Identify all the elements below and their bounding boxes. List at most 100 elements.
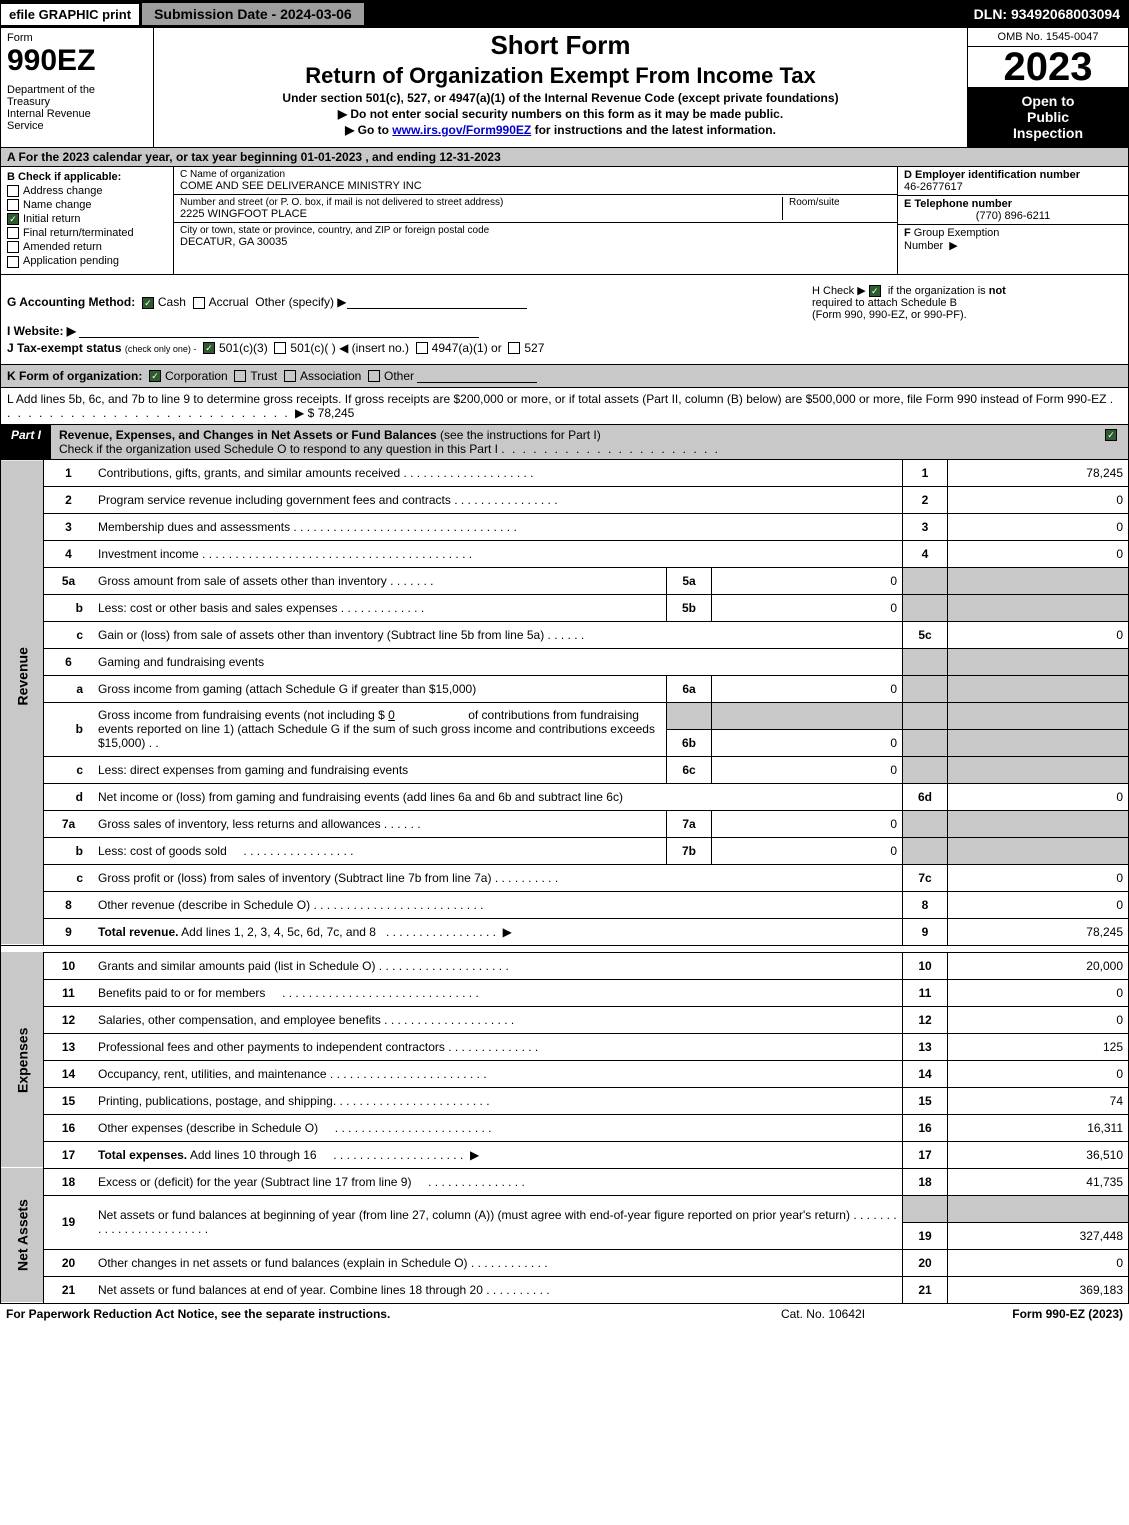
dots: . . . . . . . . . . . . . . . . bbox=[451, 493, 558, 507]
room-label: Room/suite bbox=[789, 197, 879, 208]
part1-header: Part I Revenue, Expenses, and Changes in… bbox=[0, 425, 1129, 460]
h-text1: H Check ▶ bbox=[812, 285, 866, 297]
checkbox-checked-icon[interactable]: ✓ bbox=[149, 370, 161, 382]
goto-suffix: for instructions and the latest informat… bbox=[531, 123, 776, 137]
line-9: 9 Total revenue. Add lines 1, 2, 3, 4, 5… bbox=[1, 918, 1129, 945]
line-1: Revenue 1 Contributions, gifts, grants, … bbox=[1, 460, 1129, 487]
dots: . . . . . . . . . . . . . . . . . . . . … bbox=[265, 986, 478, 1000]
dots: . . . . . . . . . . . . . . bbox=[445, 1040, 538, 1054]
phone-label: E Telephone number bbox=[904, 198, 1012, 210]
dots: . . . . . . . . . . . . . . . . . . . . … bbox=[199, 547, 472, 561]
line-17: 17 Total expenses. Add lines 10 through … bbox=[1, 1141, 1129, 1168]
under-section: Under section 501(c), 527, or 4947(a)(1)… bbox=[160, 91, 961, 105]
row-g-h: G Accounting Method: ✓Cash Accrual Other… bbox=[7, 284, 1122, 321]
g-other: Other (specify) ▶ bbox=[255, 295, 346, 309]
checkbox-icon bbox=[7, 256, 19, 268]
line-4: 4 Investment income . . . . . . . . . . … bbox=[1, 540, 1129, 567]
opt-amended-return[interactable]: Amended return bbox=[7, 241, 167, 253]
section-l: L Add lines 5b, 6c, and 7b to line 9 to … bbox=[0, 388, 1129, 425]
line-7b: b Less: cost of goods sold . . . . . . .… bbox=[1, 837, 1129, 864]
cell-street: Number and street (or P. O. box, if mail… bbox=[174, 195, 897, 223]
row-a-tax-year: A For the 2023 calendar year, or tax yea… bbox=[0, 148, 1129, 167]
opt-application-pending[interactable]: Application pending bbox=[7, 255, 167, 267]
dln-label: DLN: 93492068003094 bbox=[966, 3, 1128, 25]
k-label: K Form of organization: bbox=[7, 369, 142, 383]
sidelabel-expenses: Expenses bbox=[1, 952, 44, 1168]
ein-value: 46-2677617 bbox=[904, 181, 963, 193]
dots: . . . . . . . . . . bbox=[483, 1283, 550, 1297]
h-text2: if the organization is not bbox=[888, 285, 1006, 297]
j-small: (check only one) - bbox=[125, 344, 197, 354]
checkbox-checked-icon[interactable]: ✓ bbox=[142, 297, 154, 309]
checkbox-icon bbox=[7, 227, 19, 239]
checkbox-icon[interactable] bbox=[416, 342, 428, 354]
g-accrual: Accrual bbox=[209, 295, 249, 309]
line-15: 15 Printing, publications, postage, and … bbox=[1, 1087, 1129, 1114]
opt-initial-return[interactable]: ✓Initial return bbox=[7, 213, 167, 225]
dots: . . . . . . . . . . . . . . . . . . . . bbox=[375, 959, 508, 973]
dots: . . . . . . . . . . . . . . . . . . . . … bbox=[318, 1121, 491, 1135]
dots: . . . . . . . . . . . . . bbox=[337, 601, 424, 615]
blank-line bbox=[417, 370, 537, 383]
grey-cell bbox=[948, 756, 1129, 783]
line-5b: b Less: cost or other basis and sales ex… bbox=[1, 594, 1129, 621]
i-label: I Website: ▶ bbox=[7, 324, 76, 338]
form-id-footer: Form 990-EZ (2023) bbox=[923, 1307, 1123, 1321]
return-title: Return of Organization Exempt From Incom… bbox=[160, 63, 961, 89]
efile-label[interactable]: efile GRAPHIC print bbox=[1, 4, 139, 25]
dots: . . . . . . . . . . . . . . . . . bbox=[227, 844, 354, 858]
line-21: 21 Net assets or fund balances at end of… bbox=[1, 1276, 1129, 1303]
tax-year: 2023 bbox=[968, 47, 1128, 87]
line-11: 11 Benefits paid to or for members . . .… bbox=[1, 979, 1129, 1006]
dots: . . . . . . . . . . . . . . . . . . . . bbox=[400, 466, 533, 480]
sidelabel-netassets: Net Assets bbox=[1, 1168, 44, 1303]
checkbox-icon[interactable] bbox=[193, 297, 205, 309]
total-expenses-label: Total expenses. bbox=[98, 1148, 187, 1162]
dots: . . . . . . . . . . . . . . . bbox=[411, 1175, 524, 1189]
dots: . . . . . . . . . . . . bbox=[468, 1256, 548, 1270]
checkbox-checked-icon: ✓ bbox=[7, 213, 19, 225]
l-arrow: ▶ $ bbox=[295, 406, 314, 420]
dots: . . . . . . . . . . . . . . . . . . . . bbox=[317, 1148, 464, 1162]
grey-cell bbox=[712, 702, 903, 729]
line-5c: c Gain or (loss) from sale of assets oth… bbox=[1, 621, 1129, 648]
opt-final-return[interactable]: Final return/terminated bbox=[7, 227, 167, 239]
line-7c: c Gross profit or (loss) from sales of i… bbox=[1, 864, 1129, 891]
row-j: J Tax-exempt status (check only one) - ✓… bbox=[7, 341, 1122, 355]
col-def: D Employer identification number 46-2677… bbox=[897, 167, 1128, 274]
header-left: Form 990EZ Department of theTreasuryInte… bbox=[1, 28, 154, 147]
grey-cell bbox=[903, 1195, 948, 1222]
line-6d: d Net income or (loss) from gaming and f… bbox=[1, 783, 1129, 810]
grey-cell bbox=[667, 702, 712, 729]
opt-name-change[interactable]: Name change bbox=[7, 199, 167, 211]
irs-link-line: ▶ Go to www.irs.gov/Form990EZ for instru… bbox=[160, 123, 961, 137]
grey-cell bbox=[948, 567, 1129, 594]
form-label: Form bbox=[7, 32, 147, 44]
department-label: Department of theTreasuryInternal Revenu… bbox=[7, 84, 147, 132]
line-14: 14 Occupancy, rent, utilities, and maint… bbox=[1, 1060, 1129, 1087]
ssn-warning: ▶ Do not enter social security numbers o… bbox=[160, 107, 961, 121]
checkbox-icon[interactable] bbox=[284, 370, 296, 382]
cell-d-ein: D Employer identification number 46-2677… bbox=[898, 167, 1128, 196]
checkbox-icon[interactable] bbox=[234, 370, 246, 382]
checkbox-checked-icon[interactable]: ✓ bbox=[203, 342, 215, 354]
opt-address-change[interactable]: Address change bbox=[7, 185, 167, 197]
checkbox-icon[interactable] bbox=[368, 370, 380, 382]
part1-checkbox[interactable]: ✓ bbox=[1098, 425, 1128, 459]
section-ghij: G Accounting Method: ✓Cash Accrual Other… bbox=[0, 275, 1129, 365]
h-text3: (Form 990, 990-EZ, or 990-PF). bbox=[812, 309, 967, 321]
h-schedule-b: H Check ▶ ✓ if the organization is not r… bbox=[812, 284, 1122, 321]
checkbox-icon[interactable] bbox=[274, 342, 286, 354]
irs-link[interactable]: www.irs.gov/Form990EZ bbox=[392, 123, 531, 137]
k-other: Other bbox=[384, 369, 414, 383]
form-number: 990EZ bbox=[7, 44, 147, 78]
grey-cell bbox=[903, 729, 948, 756]
col-b-check-applicable: B Check if applicable: Address change Na… bbox=[1, 167, 174, 274]
checkbox-checked-icon[interactable]: ✓ bbox=[869, 285, 881, 297]
form-header: Form 990EZ Department of theTreasuryInte… bbox=[0, 28, 1129, 148]
section-bcdef: B Check if applicable: Address change Na… bbox=[0, 167, 1129, 275]
grey-cell bbox=[948, 702, 1129, 729]
checkbox-icon[interactable] bbox=[508, 342, 520, 354]
blank-line bbox=[347, 296, 527, 309]
line-6a: a Gross income from gaming (attach Sched… bbox=[1, 675, 1129, 702]
